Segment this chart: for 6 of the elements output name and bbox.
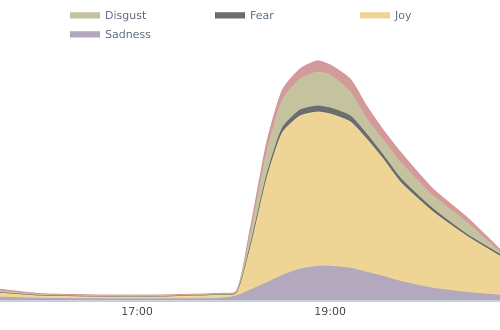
legend-label: Fear	[250, 8, 274, 22]
x-tick-label: 17:00	[121, 304, 153, 318]
x-tick-label: 19:00	[314, 304, 346, 318]
legend-label: Joy	[394, 8, 412, 22]
legend-label: Sadness	[105, 28, 152, 41]
legend-label: Disgust	[105, 8, 147, 22]
